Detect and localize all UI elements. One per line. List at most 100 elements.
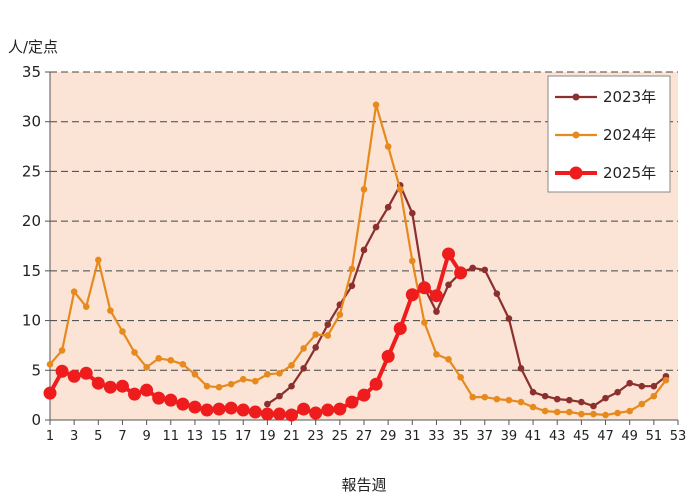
y-tick-label-5: 5 (31, 361, 41, 379)
point-2024年-w51 (650, 392, 658, 400)
x-tick-label-25: 25 (332, 429, 349, 444)
x-tick-label-17: 17 (235, 429, 252, 444)
point-2023年-w26 (348, 282, 356, 290)
legend: 2023年 2024年 2025年 (547, 75, 671, 193)
point-2023年-w40 (517, 364, 525, 372)
point-2025年-w2 (55, 364, 69, 378)
point-2023年-w28 (372, 223, 380, 231)
point-2023年-w27 (360, 246, 368, 254)
point-2024年-w6 (107, 307, 114, 314)
point-2025年-w22 (297, 402, 311, 416)
x-axis-title: 報告週 (341, 476, 386, 494)
point-2024年-w19 (264, 370, 271, 378)
point-2023年-w20 (276, 392, 283, 400)
point-2025年-w24 (321, 403, 335, 417)
point-2025年-w34 (442, 247, 456, 261)
legend-label-2024年: 2024年 (603, 126, 656, 144)
x-tick-label-13: 13 (187, 429, 204, 444)
point-2024年-w21 (288, 362, 295, 369)
legend-marker-2025年 (569, 166, 583, 180)
x-tick-label-27: 27 (356, 429, 373, 444)
point-2023年-w29 (384, 203, 392, 211)
point-2024年-w17 (239, 375, 247, 383)
point-2024年-w40 (517, 398, 525, 406)
point-2025年-w3 (67, 369, 81, 383)
point-2025年-w7 (115, 379, 129, 393)
y-tick-label-35: 35 (22, 63, 41, 81)
point-2025年-w21 (285, 408, 299, 422)
point-2023年-w34 (445, 281, 452, 289)
x-tick-label-11: 11 (162, 429, 179, 444)
point-2025年-w17 (236, 403, 250, 417)
point-2023年-w42 (541, 392, 549, 400)
point-2023年-w37 (481, 266, 489, 274)
point-2025年-w20 (272, 407, 286, 421)
x-tick-label-1: 1 (46, 429, 54, 444)
point-2024年-w50 (638, 400, 646, 408)
point-2023年-w51 (650, 382, 658, 390)
point-2024年-w39 (505, 396, 513, 404)
point-2023年-w44 (566, 396, 573, 404)
point-2025年-w27 (357, 388, 371, 402)
point-2023年-w23 (312, 344, 319, 351)
point-2025年-w13 (188, 400, 202, 414)
point-2024年-w31 (409, 257, 416, 265)
point-2024年-w1 (46, 361, 54, 368)
point-2023年-w36 (469, 264, 476, 272)
point-2023年-w33 (433, 308, 440, 315)
point-2025年-w12 (176, 397, 190, 411)
point-2025年-w32 (417, 281, 431, 295)
point-2024年-w20 (276, 369, 283, 377)
y-axis-title: 人/定点 (8, 38, 58, 56)
point-2023年-w49 (626, 379, 633, 387)
point-2025年-w15 (212, 402, 226, 416)
point-2024年-w52 (662, 376, 670, 384)
x-tick-label-5: 5 (94, 429, 102, 444)
point-2024年-w35 (457, 373, 464, 381)
point-2023年-w47 (602, 394, 609, 402)
point-2024年-w45 (578, 410, 585, 418)
point-2023年-w45 (578, 398, 585, 406)
point-2023年-w48 (614, 388, 621, 396)
x-tick-label-3: 3 (70, 429, 78, 444)
point-2023年-w50 (638, 382, 646, 390)
x-tick-label-29: 29 (380, 429, 397, 444)
x-tick-label-19: 19 (259, 429, 276, 444)
y-tick-label-15: 15 (22, 262, 41, 280)
point-2024年-w26 (348, 265, 356, 273)
point-2024年-w29 (384, 143, 392, 150)
x-tick-label-23: 23 (307, 429, 324, 444)
point-2025年-w6 (103, 380, 117, 394)
point-2025年-w29 (381, 349, 395, 363)
point-2025年-w9 (140, 383, 154, 397)
point-2024年-w38 (493, 395, 501, 403)
y-tick-label-20: 20 (22, 212, 41, 230)
y-tick-label-0: 0 (31, 411, 41, 429)
data-series (43, 101, 670, 422)
point-2024年-w18 (252, 377, 259, 385)
x-tick-label-41: 41 (525, 429, 542, 444)
point-2024年-w8 (131, 349, 138, 356)
point-2025年-w18 (248, 405, 262, 419)
series-2023年 (264, 182, 670, 410)
x-tick-label-31: 31 (404, 429, 421, 444)
point-2024年-w33 (433, 351, 440, 358)
point-2025年-w35 (454, 266, 468, 280)
point-2024年-w47 (602, 411, 609, 419)
series-line-2024年 (49, 103, 667, 417)
point-2025年-w16 (224, 401, 238, 415)
point-2024年-w4 (82, 303, 90, 310)
x-tick-label-37: 37 (476, 429, 493, 444)
point-2023年-w22 (300, 364, 307, 372)
point-2024年-w10 (155, 355, 162, 362)
y-tick-label-10: 10 (22, 312, 41, 330)
x-tick-label-35: 35 (452, 429, 469, 444)
point-2024年-w46 (590, 410, 597, 418)
point-2024年-w34 (445, 356, 452, 363)
point-2024年-w5 (95, 256, 102, 264)
point-2025年-w26 (345, 395, 359, 409)
x-tick-label-45: 45 (573, 429, 590, 444)
point-2023年-w19 (264, 400, 271, 408)
point-2023年-w38 (493, 290, 501, 298)
